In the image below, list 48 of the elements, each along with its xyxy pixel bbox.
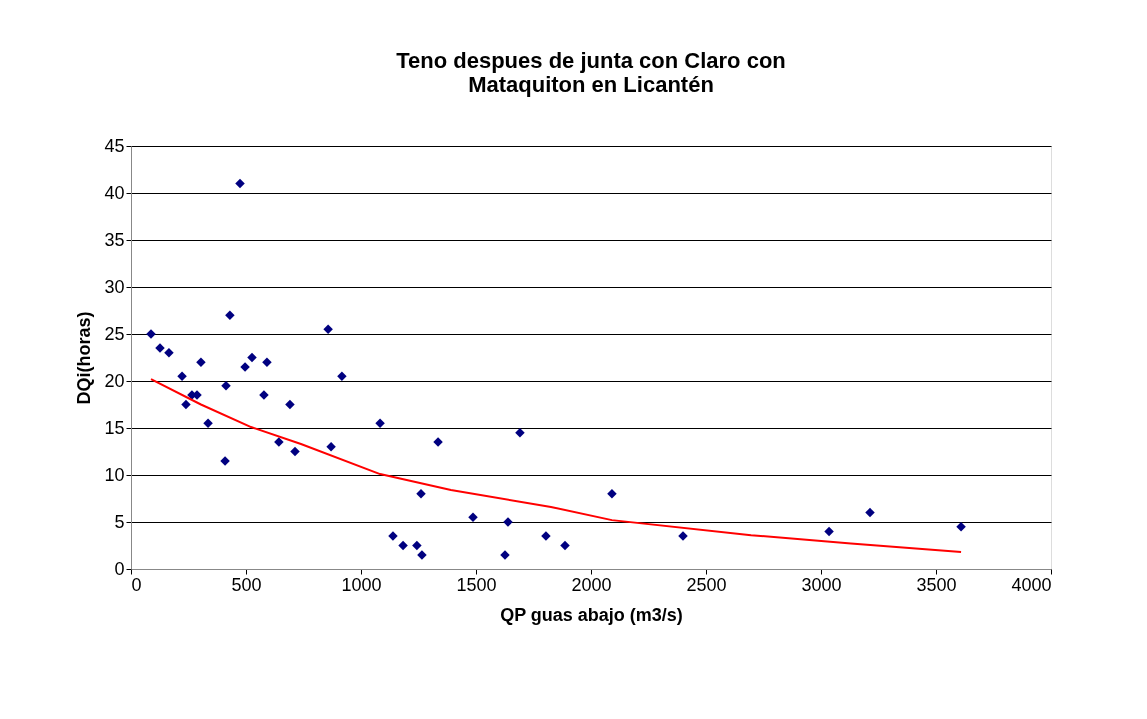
point [323,324,333,335]
x-tick-label: 500 [231,574,262,595]
point [285,399,295,410]
y-tick-label: 40 [104,182,125,203]
point [326,442,336,452]
point [398,540,408,551]
point [375,418,385,429]
y-tick-label: 20 [104,370,125,391]
x-axis-title: QP guas abajo (m3/s) [500,604,683,625]
y-tick-label: 30 [104,276,125,297]
point [221,380,231,391]
point [607,489,617,499]
x-tick-label: 3000 [801,574,842,595]
point [203,418,213,429]
x-tick-label: 2000 [571,574,612,595]
y-tick-label: 15 [104,417,125,438]
y-tick-label: 10 [104,464,125,485]
point [515,427,525,438]
point [824,526,834,537]
x-tick-label: 4000 [1011,574,1052,595]
point [337,371,347,382]
point [247,352,257,363]
point [181,399,191,410]
point [468,512,478,523]
x-tick-label: 0 [131,574,142,595]
chart-title: Teno despues de junta con Claro con Mataquiton en Licantén [396,48,786,97]
x-tick-label: 3500 [916,574,957,595]
y-tick-label: 0 [114,558,125,579]
point [956,521,966,532]
line-series [150,378,963,554]
x-tick-label: 2500 [686,574,727,595]
point [560,540,570,551]
point [164,348,174,358]
point [865,507,875,518]
y-tick-label: 25 [104,323,125,344]
point [290,446,300,457]
y-tick-label: 35 [104,229,125,250]
y-axis-title: DQi(horas) [74,311,95,405]
x-tick-label: 1000 [341,574,382,595]
x-tick-label: 1500 [456,574,497,595]
y-tick-label: 5 [114,511,125,532]
point [262,357,272,367]
point [196,357,206,367]
point [177,371,187,382]
point [412,540,422,551]
y-tick-label: 45 [104,135,125,156]
point [225,310,235,320]
point [235,178,245,189]
